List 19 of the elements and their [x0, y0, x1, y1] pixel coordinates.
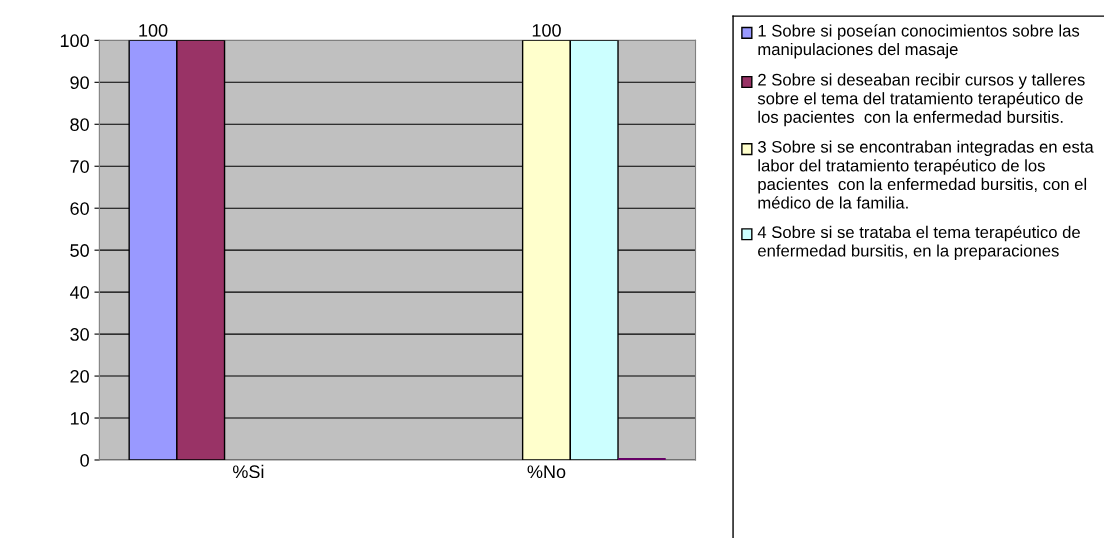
y-tick-label: 70 — [70, 160, 89, 173]
legend-label: 1 Sobre si poseían conocimientos sobre las manipulaciones del masaje — [758, 24, 1080, 59]
y-tick-label: 30 — [70, 328, 89, 341]
y-tick-label: 0 — [80, 453, 89, 467]
legend-label: 2 Sobre si deseaban recibir cursos y talleres sobre el tema del tratamiento terapéutico de los pacientes con la enfermedad bursitis. — [757, 73, 1085, 127]
legend-label: 3 Sobre si se encontraban integradas en esta labor del tratamiento terapéutico de los pacientes con la enfermedad bursitis, con el médico de la familia. — [757, 140, 1094, 209]
x-tick-label: %Si — [232, 464, 264, 479]
y-tick-label: 50 — [70, 244, 89, 257]
x-tick-label: %No — [527, 465, 566, 479]
legend-label: 4 Sobre si se trataba el tema terapéutico de enfermedad bursitis, en la preparaciones — [757, 225, 1080, 260]
y-tick-label: 10 — [70, 411, 89, 425]
y-tick-label: 60 — [70, 202, 89, 215]
y-tick-label: 20 — [70, 370, 89, 383]
y-tick-label: 90 — [70, 76, 89, 90]
y-tick-label: 80 — [70, 118, 89, 131]
data-label: 100 — [139, 24, 168, 37]
y-tick-label: 100 — [60, 34, 89, 48]
y-tick-label: 40 — [69, 286, 89, 299]
data-label: 100 — [532, 24, 561, 37]
